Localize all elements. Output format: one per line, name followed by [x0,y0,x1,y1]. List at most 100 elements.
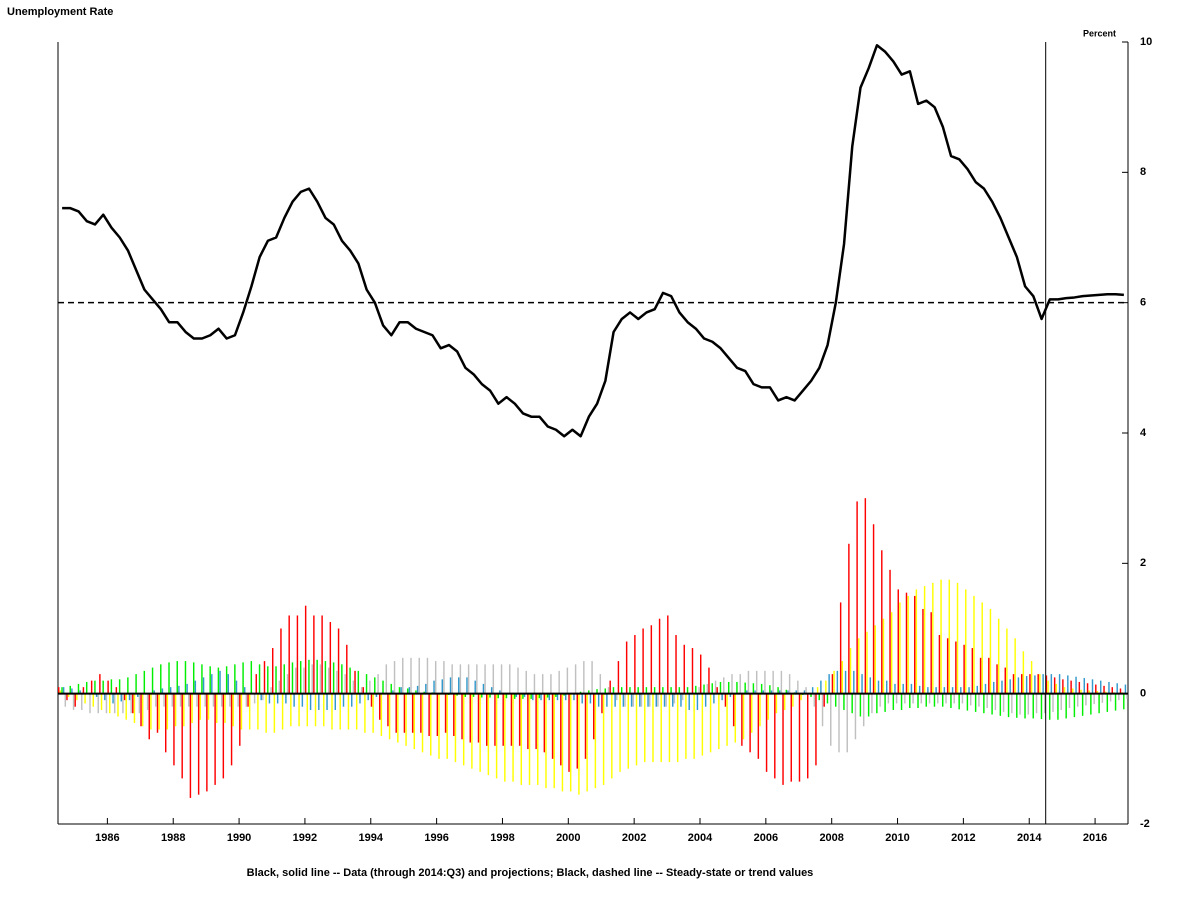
bar [306,693,309,727]
bar [611,693,613,779]
bar [341,664,343,694]
bar [861,674,863,694]
bar [558,670,560,694]
y-tick-label: 2 [1140,557,1146,569]
bar [754,690,756,694]
bar [644,693,646,763]
bar [1123,693,1125,710]
bar [1111,687,1113,694]
bar [518,693,521,746]
bar [830,693,832,746]
bar [374,677,376,694]
bar [184,661,187,694]
bar [395,693,397,733]
bar [655,693,657,707]
bar [569,693,572,792]
bar [1058,674,1061,694]
bar [364,693,366,733]
bar [622,693,625,707]
bar [588,690,590,694]
bar [192,662,195,694]
bar [1057,693,1059,720]
bar [245,693,248,707]
bar [100,693,103,710]
bar [606,693,608,707]
bar [1032,693,1034,719]
x-tick-label: 1996 [424,832,448,844]
bar [874,625,876,694]
bar [118,679,121,694]
x-tick-label: 1986 [95,832,119,844]
bar [848,543,850,694]
bar [153,690,155,694]
bar [415,690,417,694]
bar [581,693,583,704]
bar [935,687,937,694]
bar [191,693,193,723]
bar [983,693,985,714]
bar [257,693,259,730]
bar [123,693,126,701]
bar [137,693,139,697]
bar [342,693,345,707]
bar [586,693,588,792]
bar [1076,693,1079,707]
y-tick-label: 0 [1140,688,1146,700]
bar [973,595,975,694]
bar [573,693,575,701]
bar [421,693,424,753]
bar [81,693,83,710]
bar [388,693,391,740]
bar [836,670,839,694]
bar [914,595,916,694]
bar [430,693,432,756]
bar [1007,693,1010,718]
bar [207,693,210,720]
bar [220,693,223,707]
bar [1063,687,1066,694]
bar [568,693,570,772]
x-tick-label: 2010 [885,832,909,844]
bar [686,687,689,694]
bar [657,693,659,707]
bar [648,693,651,707]
bar [232,693,234,727]
bar [969,693,972,706]
bar [130,693,132,714]
bar [668,693,671,763]
bar [436,693,439,737]
bar [242,662,244,694]
bar [616,693,618,701]
x-tick-label: 2006 [754,832,778,844]
bar [937,693,939,704]
bar [960,687,962,694]
bar [316,659,318,694]
bar [500,664,503,694]
bar [1002,693,1005,712]
bar [634,635,636,694]
bar [938,635,941,694]
bar [375,693,378,697]
bar [176,661,178,694]
bar [216,693,218,723]
bar [515,693,518,697]
bar [1006,628,1008,694]
bar [1093,693,1095,705]
bar [332,662,335,694]
y-tick-label: 6 [1140,297,1146,309]
bar [828,674,830,694]
bar [713,693,715,704]
bar [1050,674,1053,694]
bar [244,687,246,694]
bar [578,693,580,795]
bar [150,693,152,730]
bar [272,648,274,694]
bar [1044,693,1046,714]
bar [551,693,554,759]
bar [474,680,476,694]
bar [347,693,350,730]
bar [989,608,992,694]
x-tick-label: 2016 [1083,832,1107,844]
bar [602,693,605,785]
bar [895,693,898,704]
